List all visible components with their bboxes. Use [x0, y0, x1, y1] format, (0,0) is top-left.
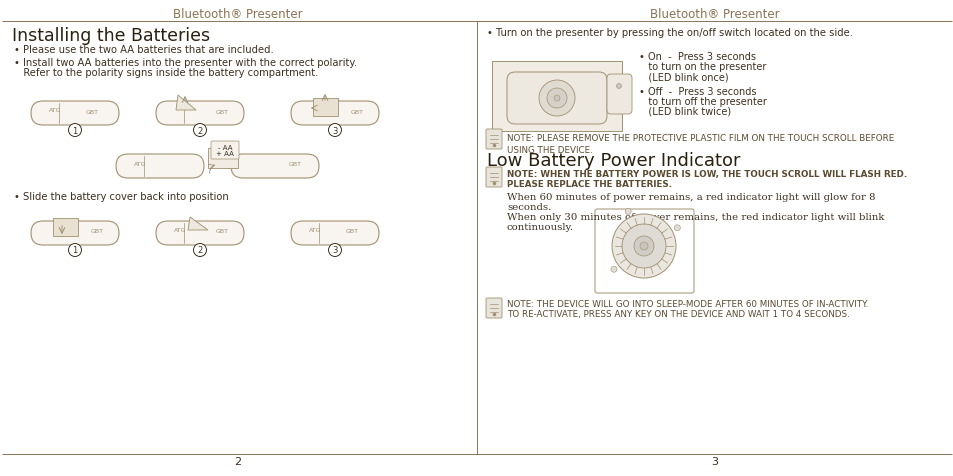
- Circle shape: [328, 124, 341, 137]
- Text: • Turn on the presenter by pressing the on/off switch located on the side.: • Turn on the presenter by pressing the …: [486, 28, 852, 38]
- Circle shape: [328, 244, 341, 257]
- Bar: [53, 218, 78, 237]
- Text: ATG: ATG: [173, 228, 186, 233]
- Circle shape: [624, 209, 631, 215]
- Text: seconds.: seconds.: [506, 203, 551, 211]
- FancyBboxPatch shape: [30, 102, 119, 126]
- Text: • Please use the two AA batteries that are included.: • Please use the two AA batteries that a…: [14, 45, 274, 55]
- Text: 2: 2: [234, 456, 241, 466]
- Circle shape: [621, 225, 665, 268]
- FancyBboxPatch shape: [506, 73, 606, 125]
- Circle shape: [616, 84, 620, 89]
- Text: + AA: + AA: [215, 151, 233, 157]
- FancyBboxPatch shape: [231, 155, 318, 178]
- Text: Bluetooth® Presenter: Bluetooth® Presenter: [650, 8, 779, 21]
- Text: • Install two AA batteries into the presenter with the correct polarity.: • Install two AA batteries into the pres…: [14, 58, 356, 68]
- Text: 2: 2: [197, 126, 202, 135]
- Text: GBT: GBT: [215, 229, 229, 234]
- Circle shape: [634, 237, 654, 257]
- Polygon shape: [175, 96, 195, 111]
- FancyBboxPatch shape: [485, 168, 501, 188]
- Text: 3: 3: [332, 246, 337, 255]
- Text: NOTE: THE DEVICE WILL GO INTO SLEEP-MODE AFTER 60 MINUTES OF IN-ACTIVITY.: NOTE: THE DEVICE WILL GO INTO SLEEP-MODE…: [506, 299, 867, 308]
- Text: ATG: ATG: [49, 108, 61, 113]
- Text: NOTE: PLEASE REMOVE THE PROTECTIVE PLASTIC FILM ON THE TOUCH SCROLL BEFORE
USING: NOTE: PLEASE REMOVE THE PROTECTIVE PLAST…: [506, 134, 893, 155]
- Text: GBT: GBT: [288, 162, 301, 167]
- Text: GBT: GBT: [350, 109, 363, 114]
- Text: • Off  -  Press 3 seconds: • Off - Press 3 seconds: [639, 87, 756, 97]
- FancyBboxPatch shape: [291, 221, 378, 246]
- Text: to turn off the presenter: to turn off the presenter: [639, 97, 766, 107]
- Polygon shape: [188, 218, 208, 230]
- FancyBboxPatch shape: [291, 102, 378, 126]
- Circle shape: [612, 215, 676, 278]
- Text: (LED blink twice): (LED blink twice): [639, 107, 730, 117]
- Circle shape: [538, 81, 575, 117]
- Text: 2: 2: [197, 246, 202, 255]
- FancyBboxPatch shape: [211, 142, 239, 159]
- Text: When only 30 minutes of power remains, the red indicator light will blink: When only 30 minutes of power remains, t…: [506, 213, 883, 221]
- FancyBboxPatch shape: [595, 209, 693, 293]
- FancyBboxPatch shape: [30, 221, 119, 246]
- Circle shape: [69, 124, 81, 137]
- Text: 3: 3: [332, 126, 337, 135]
- Circle shape: [554, 96, 559, 102]
- Circle shape: [610, 267, 617, 273]
- Text: PLEASE REPLACE THE BATTERIES.: PLEASE REPLACE THE BATTERIES.: [506, 179, 672, 188]
- Text: 3: 3: [711, 456, 718, 466]
- Circle shape: [674, 225, 679, 231]
- FancyBboxPatch shape: [606, 75, 631, 115]
- Text: GBT: GBT: [86, 109, 98, 114]
- FancyBboxPatch shape: [156, 102, 244, 126]
- Text: to turn on the presenter: to turn on the presenter: [639, 62, 765, 72]
- Bar: [313, 99, 337, 117]
- FancyBboxPatch shape: [116, 155, 204, 178]
- Text: NOTE: WHEN THE BATTERY POWER IS LOW, THE TOUCH SCROLL WILL FLASH RED.: NOTE: WHEN THE BATTERY POWER IS LOW, THE…: [506, 169, 906, 178]
- Text: TO RE-ACTIVATE, PRESS ANY KEY ON THE DEVICE AND WAIT 1 TO 4 SECONDS.: TO RE-ACTIVATE, PRESS ANY KEY ON THE DEV…: [506, 309, 849, 318]
- Text: GBT: GBT: [215, 109, 229, 114]
- Text: continuously.: continuously.: [506, 223, 574, 231]
- Text: 1: 1: [72, 126, 77, 135]
- Text: GBT: GBT: [345, 229, 358, 234]
- Text: Bluetooth® Presenter: Bluetooth® Presenter: [173, 8, 302, 21]
- FancyBboxPatch shape: [485, 298, 501, 318]
- Circle shape: [69, 244, 81, 257]
- Text: ATG: ATG: [133, 161, 146, 166]
- Text: ATG: ATG: [309, 228, 321, 233]
- Text: When 60 minutes of power remains, a red indicator light will glow for 8: When 60 minutes of power remains, a red …: [506, 193, 875, 201]
- FancyBboxPatch shape: [156, 221, 244, 246]
- Text: - AA: - AA: [217, 145, 232, 151]
- Text: • Slide the battery cover back into position: • Slide the battery cover back into posi…: [14, 192, 229, 201]
- Text: Refer to the polarity signs inside the battery compartment.: Refer to the polarity signs inside the b…: [14, 68, 318, 78]
- Bar: [208, 149, 237, 169]
- Text: Low Battery Power Indicator: Low Battery Power Indicator: [486, 152, 740, 169]
- Polygon shape: [492, 62, 621, 132]
- Circle shape: [193, 124, 206, 137]
- Circle shape: [639, 242, 647, 250]
- Text: • On  -  Press 3 seconds: • On - Press 3 seconds: [639, 52, 755, 62]
- FancyBboxPatch shape: [485, 130, 501, 149]
- Text: Installing the Batteries: Installing the Batteries: [12, 27, 210, 45]
- Circle shape: [546, 89, 566, 109]
- Text: 1: 1: [72, 246, 77, 255]
- Text: (LED blink once): (LED blink once): [639, 72, 728, 82]
- Text: GBT: GBT: [91, 229, 103, 234]
- Circle shape: [193, 244, 206, 257]
